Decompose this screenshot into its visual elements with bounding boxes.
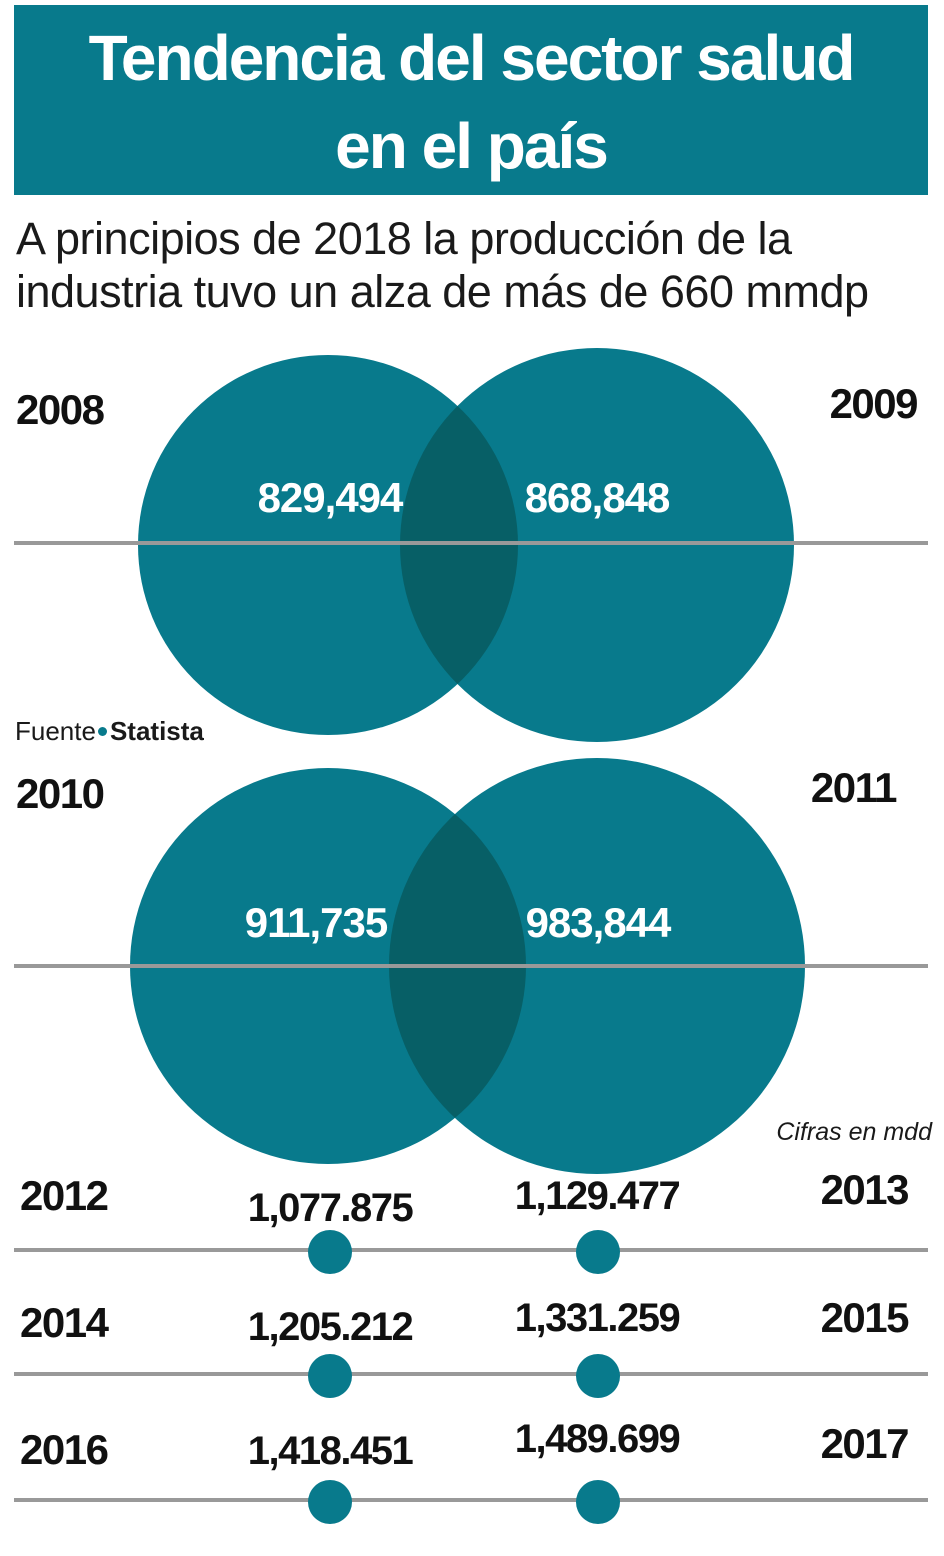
year-label-2014: 2014 — [20, 1299, 110, 1346]
value-label-2015: 1,331.259 — [515, 1296, 680, 1340]
dot-2015 — [576, 1354, 620, 1398]
subtitle-line-1: A principios de 2018 la producción de la — [16, 213, 792, 264]
subtitle-line-2: industria tuvo un alza de más de 660 mmd… — [16, 266, 869, 317]
source-name: Statista — [109, 716, 204, 746]
dot-2016 — [308, 1480, 352, 1524]
source-label: Fuente — [15, 716, 96, 746]
unit-note: Cifras en mdd — [776, 1118, 932, 1146]
dot-2012 — [308, 1230, 352, 1274]
value-label-2012: 1,077.875 — [248, 1186, 414, 1230]
dot-2017 — [576, 1480, 620, 1524]
title-banner: Tendencia del sector salud en el país — [14, 5, 928, 195]
source-note: Fuente Statista — [15, 716, 204, 747]
year-label-2013: 2013 — [821, 1166, 909, 1213]
year-label-2012: 2012 — [20, 1172, 108, 1219]
bullet-dot-icon — [97, 726, 107, 736]
dot-2014 — [308, 1354, 352, 1398]
title-line-1: Tendencia del sector salud — [88, 22, 856, 94]
circle-overlap-2010-2011 — [389, 768, 526, 1164]
dot-2013 — [576, 1230, 620, 1274]
year-label-2016: 2016 — [20, 1426, 108, 1473]
year-label-2015: 2015 — [821, 1294, 910, 1341]
year-label-2010: 2010 — [16, 770, 104, 817]
value-label-2014: 1,205.212 — [248, 1305, 413, 1349]
value-label-2013: 1,129.477 — [515, 1174, 680, 1218]
year-label-2017: 2017 — [821, 1420, 909, 1467]
value-label-2017: 1,489.699 — [515, 1417, 680, 1461]
year-label-2011: 2011 — [811, 764, 897, 811]
value-label-2011: 983,844 — [526, 899, 672, 946]
value-label-2009: 868,848 — [525, 474, 670, 521]
title-line-2: en el país — [335, 110, 609, 182]
year-label-2009: 2009 — [830, 380, 918, 427]
subtitle: A principios de 2018 la producción de la… — [16, 212, 930, 318]
value-label-2016: 1,418.451 — [248, 1429, 414, 1473]
value-label-2008: 829,494 — [258, 474, 404, 521]
value-label-2010: 911,735 — [245, 899, 388, 946]
year-label-2008: 2008 — [16, 386, 105, 433]
